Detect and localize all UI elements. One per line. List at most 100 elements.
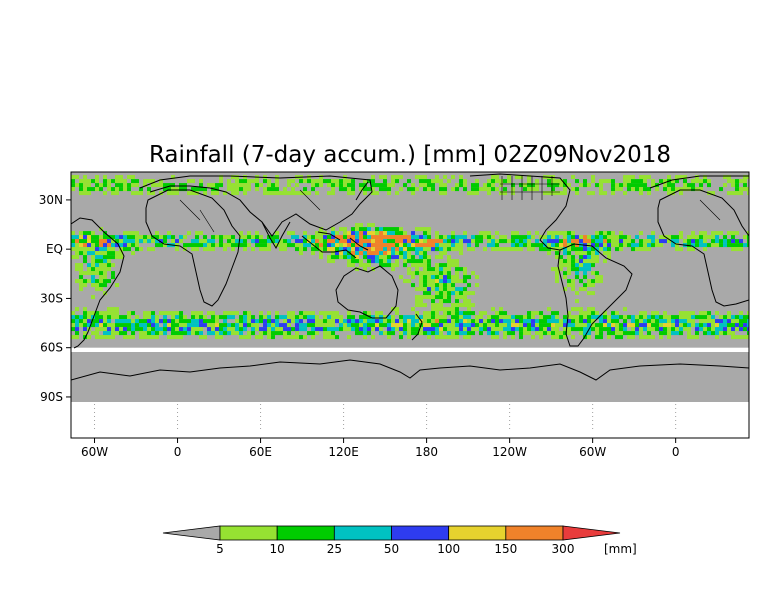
rain-cell [95, 287, 99, 292]
rain-cell [99, 335, 103, 340]
rain-cell [231, 187, 235, 192]
rain-cell [651, 315, 655, 320]
rain-cell [539, 315, 543, 320]
rain-cell [743, 175, 747, 180]
rain-cell [323, 319, 327, 324]
coast-australia [335, 265, 399, 319]
rain-cell [563, 235, 567, 240]
rain-cell [103, 251, 107, 256]
rain-cell [363, 335, 367, 340]
rain-cell [483, 247, 487, 252]
rain-cell [459, 295, 463, 300]
rain-cell [83, 327, 87, 332]
rain-cell [563, 239, 567, 244]
rain-cell [739, 179, 743, 184]
rain-cell [79, 315, 83, 320]
rain-cell [467, 311, 471, 316]
rain-cell [675, 243, 679, 248]
rain-cell [611, 231, 615, 236]
rain-cell [507, 327, 511, 332]
rain-cell [119, 175, 123, 180]
rain-cell [663, 331, 667, 336]
rain-cell [651, 311, 655, 316]
rain-cell [455, 299, 459, 304]
rain-cell [311, 319, 315, 324]
rain-cell [395, 319, 399, 324]
rain-cell [439, 335, 443, 340]
rain-cell [687, 243, 691, 248]
rain-cell [215, 323, 219, 328]
rain-cell [451, 287, 455, 292]
rain-cell [299, 251, 303, 256]
rain-cell [659, 179, 663, 184]
rain-cell [455, 243, 459, 248]
rain-cell [719, 239, 723, 244]
rain-cell [79, 231, 83, 236]
rain-cell [259, 331, 263, 336]
rain-cell [451, 291, 455, 296]
rain-cell [115, 243, 119, 248]
rain-cell [423, 291, 427, 296]
rain-cell [331, 315, 335, 320]
rain-cell [95, 187, 99, 192]
rain-cell [739, 335, 743, 340]
rain-cell [595, 279, 599, 284]
rain-cell [399, 335, 403, 340]
rain-cell [379, 327, 383, 332]
rain-cell [511, 335, 515, 340]
rain-cell [111, 247, 115, 252]
rain-cell [619, 315, 623, 320]
rain-cell [411, 243, 415, 248]
rain-cell [95, 259, 99, 264]
rain-cell [107, 179, 111, 184]
rain-cell [407, 315, 411, 320]
rain-cell [607, 247, 611, 252]
rain-cell [163, 239, 167, 244]
rain-cell [455, 239, 459, 244]
rain-cell [551, 183, 555, 188]
rain-cell [563, 247, 567, 252]
rain-cell [171, 187, 175, 192]
rain-cell [287, 335, 291, 340]
rain-cell [499, 307, 503, 312]
rain-cell [147, 319, 151, 324]
rain-cell [199, 231, 203, 236]
rain-cell [311, 183, 315, 188]
rain-cell [403, 323, 407, 328]
rain-cell [747, 239, 749, 244]
rain-cell [243, 323, 247, 328]
rain-cell [467, 315, 471, 320]
rain-cell [191, 331, 195, 336]
lat-tick-label: 60S [40, 341, 63, 355]
rain-cell [703, 235, 707, 240]
rain-cell [627, 183, 631, 188]
rain-cell [519, 247, 523, 252]
rain-cell [127, 175, 131, 180]
rain-cell [99, 319, 103, 324]
rain-cell [463, 299, 467, 304]
rain-cell [507, 319, 511, 324]
rain-cell [439, 179, 443, 184]
rain-cell [111, 251, 115, 256]
rain-cell [335, 243, 339, 248]
rain-cell [319, 239, 323, 244]
rain-cell [599, 183, 603, 188]
rain-cell [303, 231, 307, 236]
rain-cell [111, 307, 115, 312]
rain-cell [671, 319, 675, 324]
rain-cell [131, 243, 135, 248]
rain-cell [211, 235, 215, 240]
rain-cell [515, 323, 519, 328]
rain-cell [611, 187, 615, 192]
rain-cell [375, 239, 379, 244]
rain-cell [491, 335, 495, 340]
rain-cell [591, 239, 595, 244]
rain-cell [275, 231, 279, 236]
rain-cell [195, 311, 199, 316]
rain-cell [431, 279, 435, 284]
rain-cell [587, 235, 591, 240]
rain-cell [423, 251, 427, 256]
rain-cell [111, 331, 115, 336]
rain-cell [343, 179, 347, 184]
rain-cell [551, 243, 555, 248]
